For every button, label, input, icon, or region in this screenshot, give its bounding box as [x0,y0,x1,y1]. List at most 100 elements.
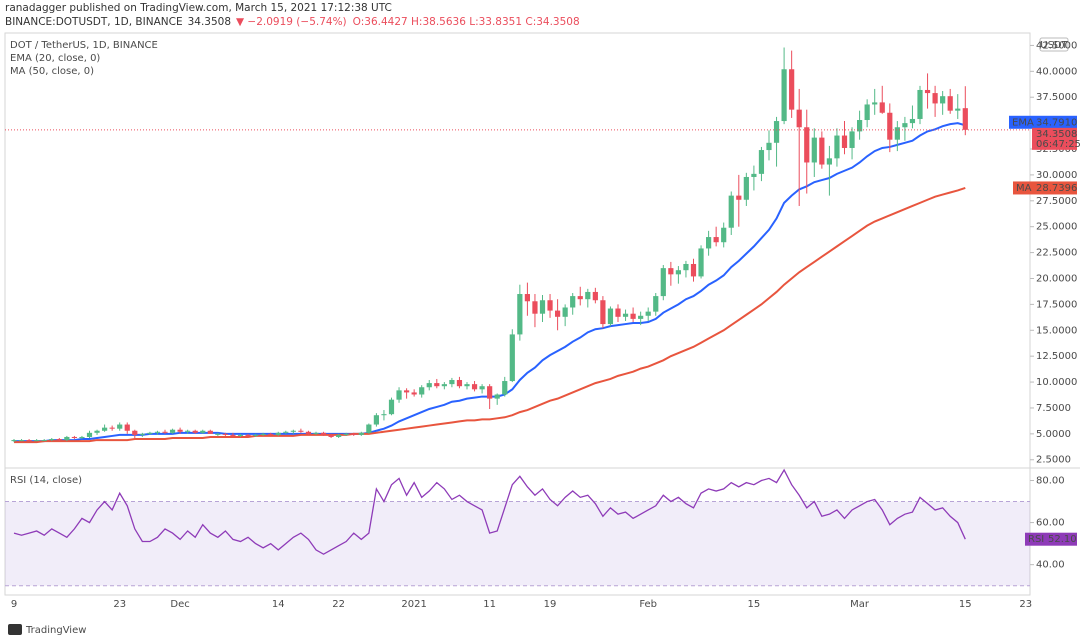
candle-body [570,296,576,308]
candle-body [675,270,681,275]
candle-body [592,291,598,301]
rsi-line [13,468,966,555]
price-label: 34.3508 [1036,129,1077,140]
candle-body [222,433,228,435]
candle-body [502,381,508,395]
candle-body [660,268,666,297]
candle-body [547,300,553,311]
candle-body [683,263,689,271]
candle-body [562,307,568,317]
x-tick-label: 14 [272,599,285,610]
candle-body [479,386,485,390]
candle-body [887,112,893,140]
y-tick-label: 2.5000 [1036,455,1071,466]
candle-body [464,384,470,387]
candle-body [290,430,296,432]
indicator-line [14,187,966,444]
candle-body [698,248,704,277]
candle-body [471,384,478,390]
candle-body [577,296,583,300]
candle-body [79,436,85,438]
unit: USDT [1040,40,1068,51]
y-tick-label: 40.0000 [1036,66,1077,77]
y-tick-label: 40.00 [1036,560,1065,571]
candle-body [902,123,908,128]
candle-body [94,430,100,433]
candle-body [690,263,697,277]
candle-body [268,433,274,435]
candle-body [879,102,885,113]
candle-body [419,387,425,395]
candle-body [600,300,606,325]
candle-body [456,379,463,387]
candle-body [826,158,832,165]
candle-body [894,127,900,140]
candle-body [124,424,130,431]
candle-body [351,433,357,435]
y-tick-label: 27.5000 [1036,196,1077,207]
change: ▼ −2.0919 (−5.74%) [236,16,347,28]
candle-body [841,135,848,148]
candle-body [857,120,863,132]
candle-body [630,313,636,319]
y-tick-label: 12.5000 [1036,351,1077,362]
y-tick-label: 60.00 [1036,518,1065,529]
ma-label-text: 28.7396 [1036,183,1077,194]
candle-body [449,379,455,385]
candle-body [373,415,379,425]
candle-body [109,427,115,429]
candle-body [207,430,213,434]
candle-body [298,430,304,432]
candle-body [404,390,410,393]
footer: TradingView [8,624,86,636]
candle-body [275,432,281,435]
candle-body [796,109,802,128]
candle-body [962,108,968,130]
candle-body [532,301,538,314]
candle-body [313,432,319,434]
candle-body [230,434,236,436]
rsi-title: RSI (14, close) [10,475,82,486]
candle-body [909,118,916,124]
candle-body [804,127,810,163]
ohlc: O:36.4427 H:38.5636 L:33.8351 C:34.3508 [353,16,580,28]
countdown: 06:47:25 [1036,139,1080,150]
candle-body [947,96,953,111]
candle-body [539,300,546,314]
candle-body [932,93,938,104]
candle-body [49,439,55,441]
candle-body [396,390,402,400]
x-tick-label: 23 [1019,599,1032,610]
candle-body [381,414,387,416]
x-tick-label: 15 [959,599,972,610]
candle-body [555,310,561,317]
candle-body [607,308,614,325]
candle-body [781,69,787,122]
candle-body [834,135,840,159]
candle-body [706,237,712,249]
chart-title: DOT / TetherUS, 1D, BINANCE [10,40,158,51]
rsi-label-box [1025,532,1077,546]
y-tick-label: 25.0000 [1036,222,1077,233]
candle-body [872,102,878,105]
candle-body [283,431,289,433]
candle-body [388,399,395,415]
candle-body [169,429,176,433]
candle-body [924,89,931,94]
candle-body [41,440,47,442]
candle-body [789,69,795,110]
candle-body [336,434,342,437]
candle-body [117,424,123,429]
candle-body [177,429,183,432]
candle-body [215,433,221,435]
published-line: ranadagger published on TradingView.com,… [5,2,392,14]
rsi-band [5,501,1030,586]
candle-body [192,430,198,433]
candle-body [487,386,493,399]
y-tick-label: 42.5000 [1036,40,1077,51]
candle-body [653,296,659,312]
candle-body [721,227,727,243]
candle-body [494,394,500,399]
legend-ma: MA (50, close, 0) [10,66,94,77]
